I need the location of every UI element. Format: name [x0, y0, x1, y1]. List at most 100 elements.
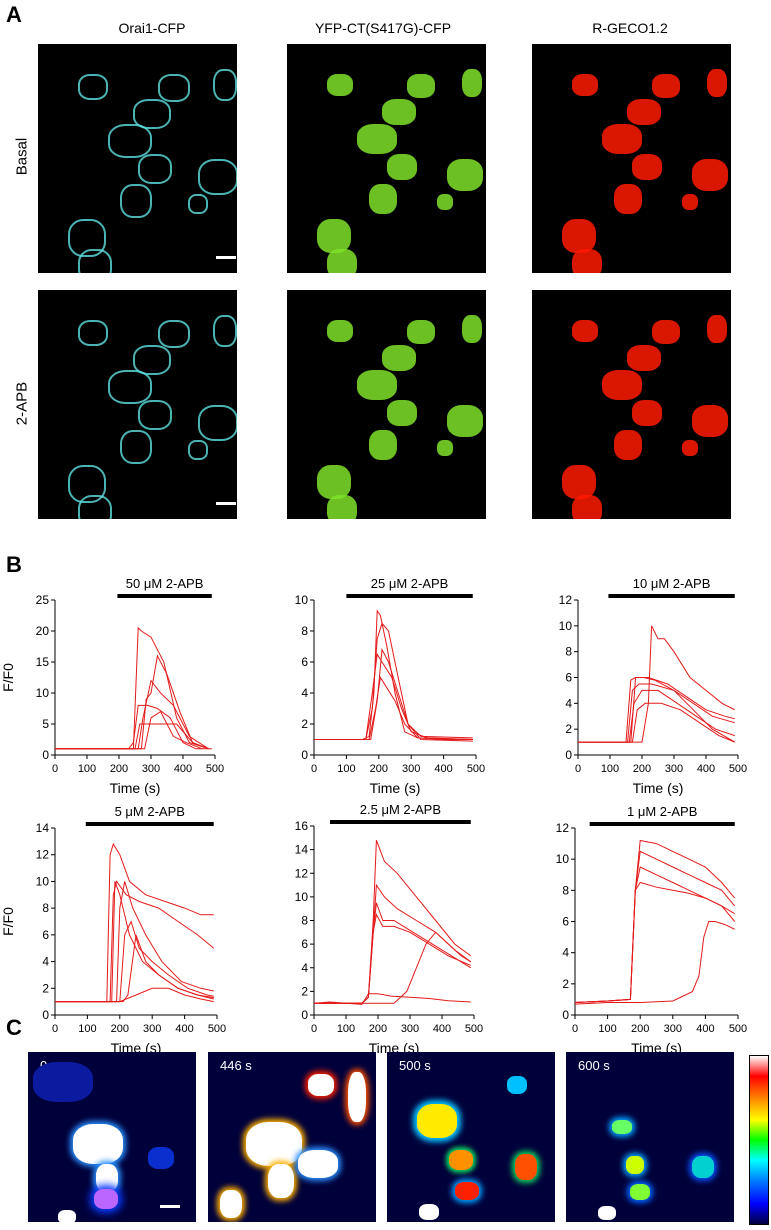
- x-axis-label: Time (s): [110, 780, 161, 796]
- y-tick-label: 14: [295, 843, 309, 857]
- color-scale-bar: [749, 1055, 769, 1225]
- cell-shape: [317, 219, 351, 253]
- x-tick-label: 0: [311, 763, 317, 775]
- x-tick-label: 100: [598, 1023, 616, 1035]
- heatmap-500s: 500 s: [387, 1052, 555, 1222]
- x-tick-label: 400: [175, 1023, 193, 1035]
- trace-line: [574, 921, 735, 1005]
- y-tick-label: 0: [42, 1008, 49, 1022]
- trace-line: [574, 881, 736, 1003]
- y-tick-label: 10: [36, 874, 50, 888]
- cell-shape: [188, 194, 208, 214]
- cell-shape: [614, 184, 642, 214]
- y-tick-label: 8: [301, 624, 308, 638]
- heat-cell: [692, 1156, 714, 1178]
- trace-line: [578, 677, 735, 743]
- y-tick-label: 6: [301, 937, 308, 951]
- cell-shape: [632, 400, 662, 426]
- trace-line: [55, 710, 203, 750]
- trace-line: [578, 677, 735, 743]
- y-tick-label: 2: [565, 722, 572, 736]
- cell-shape: [382, 99, 416, 125]
- y-tick-label: 6: [562, 915, 569, 929]
- micrograph: [532, 44, 731, 273]
- cell-shape: [682, 194, 698, 210]
- x-tick-label: 300: [142, 763, 160, 775]
- row-label-basal: Basal: [13, 137, 31, 176]
- cell-shape: [652, 320, 680, 344]
- time-label: 500 s: [399, 1058, 431, 1073]
- y-tick-label: 14: [36, 821, 50, 835]
- cell-shape: [627, 99, 661, 125]
- heat-cell: [268, 1164, 294, 1198]
- trace-line: [55, 880, 215, 1003]
- time-label: 600 s: [578, 1058, 610, 1073]
- x-tick-label: 200: [110, 763, 128, 775]
- x-tick-label: 500: [206, 763, 224, 775]
- trace-line: [314, 609, 473, 740]
- cell-shape: [133, 99, 171, 129]
- heat-cell: [419, 1204, 439, 1220]
- y-tick-label: 0: [301, 1008, 308, 1022]
- y-tick-label: 8: [562, 883, 569, 897]
- heat-cell: [148, 1147, 174, 1169]
- trace-line: [55, 934, 214, 1003]
- trace-line: [578, 689, 735, 743]
- y-tick-label: 10: [556, 852, 570, 866]
- trace-line: [55, 626, 209, 750]
- cell-shape: [108, 124, 152, 158]
- cell-shape: [357, 370, 397, 400]
- x-tick-label: 200: [633, 763, 651, 775]
- cell-shape: [158, 320, 190, 348]
- cell-shape: [78, 495, 112, 519]
- scale-bar: [216, 502, 236, 505]
- y-tick-label: 10: [295, 890, 309, 904]
- panel-letter-c: C: [6, 1015, 22, 1040]
- cell-shape: [327, 74, 353, 96]
- trace-line: [55, 654, 209, 750]
- y-tick-label: 20: [36, 624, 50, 638]
- trace-line: [314, 840, 472, 1004]
- chart-title: 25 μM 2-APB: [371, 576, 449, 591]
- x-tick-label: 0: [52, 763, 58, 775]
- cell-shape: [462, 315, 482, 343]
- x-tick-label: 300: [664, 1023, 682, 1035]
- y-tick-label: 4: [301, 961, 308, 975]
- y-tick-label: 25: [36, 593, 50, 607]
- x-tick-label: 100: [78, 763, 96, 775]
- cell-shape: [120, 184, 152, 218]
- trace-line: [55, 987, 214, 1003]
- y-tick-label: 8: [42, 901, 49, 915]
- trace-line: [314, 883, 472, 1004]
- x-axis-label: Time (s): [633, 780, 684, 796]
- cell-shape: [120, 430, 152, 464]
- cell-shape: [562, 465, 596, 499]
- chart-title: 10 μM 2-APB: [633, 576, 711, 591]
- trace-line: [578, 683, 736, 743]
- heat-cell: [308, 1074, 334, 1096]
- y-axis-label: F/F0: [0, 663, 16, 692]
- cell-shape: [692, 159, 728, 191]
- cell-shape: [447, 405, 483, 437]
- scale-bar: [160, 1205, 180, 1208]
- x-tick-label: 200: [631, 1023, 649, 1035]
- cell-shape: [327, 320, 353, 342]
- y-tick-label: 12: [295, 866, 309, 880]
- x-tick-label: 200: [370, 763, 388, 775]
- y-tick-label: 2: [42, 981, 49, 995]
- y-tick-label: 4: [301, 686, 308, 700]
- y-tick-label: 0: [562, 1008, 569, 1022]
- x-tick-label: 100: [78, 1023, 96, 1035]
- x-tick-label: 100: [601, 763, 619, 775]
- trace-line: [55, 723, 209, 750]
- x-tick-label: 300: [665, 763, 683, 775]
- panel-letter-b: B: [6, 552, 22, 577]
- x-tick-label: 0: [572, 1023, 578, 1035]
- cell-shape: [213, 315, 237, 347]
- y-tick-label: 2: [301, 984, 308, 998]
- cell-shape: [369, 184, 397, 214]
- cell-shape: [572, 320, 598, 342]
- heat-cell: [348, 1072, 366, 1122]
- heat-cell: [58, 1210, 76, 1222]
- column-title-yfp: YFP-CT(S417G)-CFP: [314, 20, 452, 36]
